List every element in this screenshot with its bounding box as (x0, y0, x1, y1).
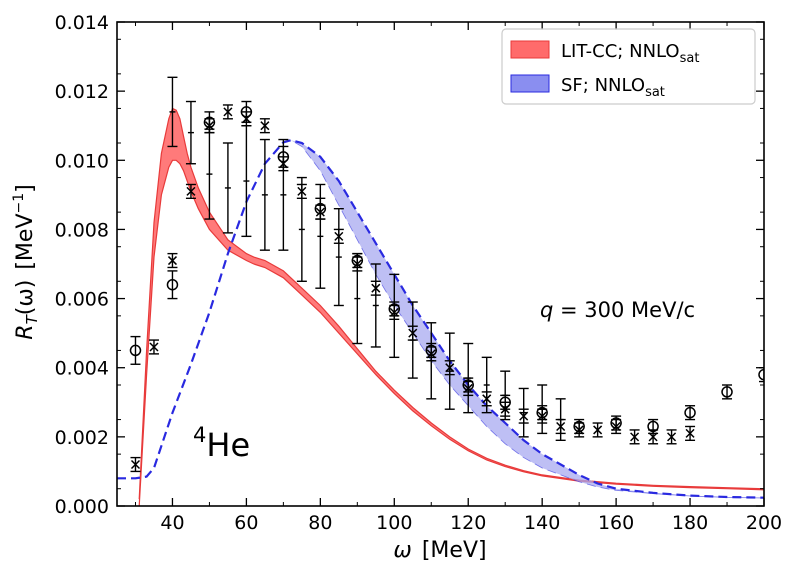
cross-marker-b (685, 428, 695, 438)
x-axis-label: ω [MeV] (393, 538, 486, 563)
cross-marker-b (482, 394, 492, 404)
circle-marker (758, 368, 764, 381)
legend-label-lit-cc: LIT-CC; NNLOsat (561, 41, 699, 66)
x-axis: 40 60 80 100 120 140 160 180 200 (134, 22, 782, 534)
cross-marker-b (278, 159, 288, 169)
y-tick-label: 0.012 (55, 81, 109, 103)
x-tick-label: 60 (234, 512, 258, 534)
x-tick-label: 160 (598, 512, 634, 534)
cross-marker-b (149, 342, 159, 352)
circle-marker (166, 278, 179, 291)
cross-marker-b (630, 432, 640, 442)
cross-marker-b (648, 432, 658, 442)
y-tick-label: 0.014 (55, 12, 109, 34)
plot-frame (116, 21, 765, 507)
x-tick-label: 120 (450, 512, 486, 534)
y-tick-label: 0.008 (55, 219, 109, 241)
y-tick-label: 0.006 (55, 289, 109, 311)
x-tick-label: 80 (308, 512, 332, 534)
legend-label-sf: SF; NNLOsat (561, 75, 665, 100)
cross-marker-b (463, 383, 473, 393)
bands-layer (117, 107, 764, 506)
y-tick-label: 0.000 (55, 496, 109, 518)
momentum-transfer-annotation: q = 300 MeV/c (540, 298, 695, 322)
sf-lower-line (117, 139, 764, 499)
x-tick-label: 100 (376, 512, 412, 534)
legend-box (501, 28, 756, 105)
cross-marker-b (315, 207, 325, 217)
legend-swatch-sf (510, 74, 550, 93)
nucleus-annotation: 4He (193, 423, 250, 464)
cross-marker-b (371, 283, 381, 293)
cross-marker-b (426, 349, 436, 359)
y-axis-label: RT(ω)[MeV−1] (11, 184, 41, 339)
cross-marker-b (389, 307, 399, 317)
cross-marker-b (334, 231, 344, 241)
x-tick-label: 40 (160, 512, 184, 534)
cross-marker-b (408, 328, 418, 338)
data-points-layer (129, 76, 764, 473)
x-tick-label: 200 (746, 512, 782, 534)
x-tick-label: 180 (672, 512, 708, 534)
lit-cc-lower-line (138, 159, 764, 506)
y-axis: 0.000 0.002 0.004 0.006 0.008 0.010 0.012 0.014 (55, 12, 764, 518)
cross-marker-b (167, 256, 177, 266)
y-tick-label: 0.004 (55, 358, 109, 380)
cross-marker-b (537, 411, 547, 421)
circle-marker (721, 386, 733, 398)
cross-marker-b (667, 432, 677, 442)
cross-marker-b (352, 259, 362, 269)
x-tick-label: 140 (524, 512, 560, 534)
legend: LIT-CC; NNLOsat SF; NNLOsat (501, 28, 756, 105)
sf-upper-line (117, 139, 764, 499)
cross-marker-b (574, 425, 584, 435)
cross-marker-b (593, 425, 603, 435)
cross-marker-b (445, 363, 455, 373)
cross-marker-b (223, 107, 233, 117)
cross-marker-b (130, 459, 141, 470)
cross-marker-b (611, 421, 621, 432)
y-tick-label: 0.002 (55, 427, 109, 449)
circle-marker (684, 406, 696, 419)
cross-marker-b (519, 411, 529, 421)
cross-marker-b (241, 114, 251, 124)
cross-marker-b (186, 186, 196, 196)
circle-marker (129, 344, 142, 357)
cross-marker-b (297, 186, 307, 196)
cross-marker-b (260, 121, 270, 131)
lit-cc-upper-line (138, 107, 764, 500)
cross-marker-b (204, 121, 214, 131)
y-tick-label: 0.010 (55, 150, 109, 172)
cross-marker-b (556, 421, 566, 432)
legend-swatch-lit-cc (510, 40, 550, 59)
cross-marker-b (500, 404, 510, 414)
